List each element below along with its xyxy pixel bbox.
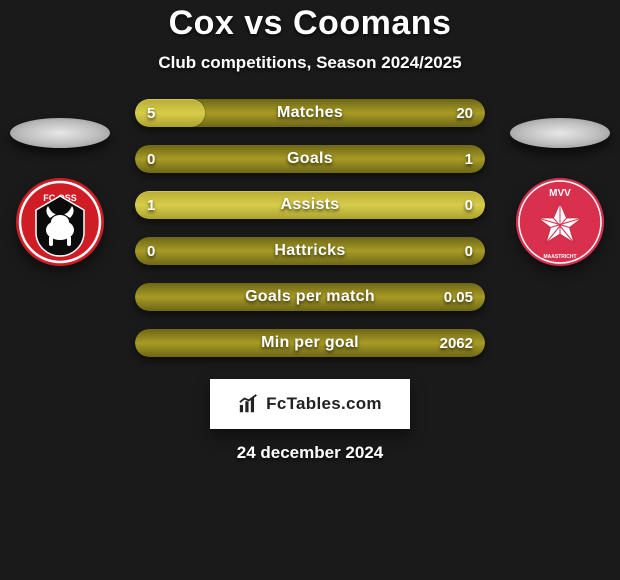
bar-row: 520Matches — [135, 99, 485, 127]
attribution-box: FcTables.com — [210, 379, 410, 429]
crest-right: MVV MAASTRICHT — [516, 178, 604, 266]
footer-date: 24 december 2024 — [0, 443, 620, 463]
page-subtitle: Club competitions, Season 2024/2025 — [0, 53, 620, 73]
player-placeholder-left — [10, 118, 110, 148]
crest-right-icon: MVV MAASTRICHT — [516, 178, 604, 266]
chart-icon — [238, 393, 260, 415]
svg-text:MAASTRICHT: MAASTRICHT — [543, 254, 576, 260]
page-title: Cox vs Coomans — [0, 4, 620, 43]
bar-label: Hattricks — [135, 237, 485, 265]
bar-label: Min per goal — [135, 329, 485, 357]
crest-left: FC OSS — [16, 178, 104, 266]
player-badge-left: FC OSS — [10, 118, 110, 266]
bar-label: Goals — [135, 145, 485, 173]
attribution-text: FcTables.com — [266, 394, 382, 414]
bar-row: 00Hattricks — [135, 237, 485, 265]
comparison-bars: 520Matches 01Goals 10Assists 00Hattricks 0.0… — [135, 99, 485, 357]
player-placeholder-right — [510, 118, 610, 148]
bar-label: Goals per match — [135, 283, 485, 311]
bar-label: Assists — [135, 191, 485, 219]
bar-row: 0.05Goals per match — [135, 283, 485, 311]
crest-left-icon: FC OSS — [16, 178, 104, 266]
bar-row: 10Assists — [135, 191, 485, 219]
bar-row: 2062Min per goal — [135, 329, 485, 357]
page-root: Cox vs Coomans Club competitions, Season… — [0, 0, 620, 580]
bar-label: Matches — [135, 99, 485, 127]
player-badge-right: MVV MAASTRICHT — [510, 118, 610, 266]
bar-row: 01Goals — [135, 145, 485, 173]
svg-text:MVV: MVV — [549, 188, 571, 199]
